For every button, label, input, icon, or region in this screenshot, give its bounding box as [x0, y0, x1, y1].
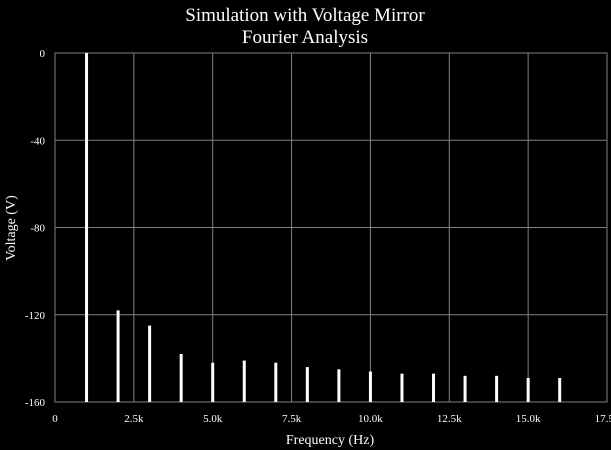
x-tick-label: 5.0k	[203, 413, 223, 425]
plot-frame	[54, 52, 608, 403]
y-tick-label: 0	[40, 48, 46, 60]
y-tick-label: -120	[25, 310, 46, 322]
y-tick-label: -160	[25, 397, 46, 409]
chart-title-line-1: Simulation with Voltage Mirror	[185, 5, 425, 26]
chart-title-line-2: Fourier Analysis	[242, 27, 368, 48]
x-axis-ticks: 0 2.5k 5.0k 7.5k 10.0k 12.5k 15.0k 17.5k	[52, 413, 611, 425]
x-tick-label: 10.0k	[358, 413, 383, 425]
x-tick-label: 7.5k	[282, 413, 302, 425]
y-axis-label: Voltage (V)	[4, 195, 19, 261]
spectrum-bars	[85, 53, 562, 402]
x-tick-label: 17.5k	[595, 413, 611, 425]
grid-lines	[54, 52, 608, 403]
x-tick-label: 15.0k	[516, 413, 541, 425]
y-tick-label: -40	[30, 135, 45, 147]
x-tick-label: 0	[52, 413, 58, 425]
y-tick-label: -80	[30, 223, 45, 235]
y-axis-ticks: 0 -40 -80 -120 -160	[25, 48, 46, 409]
x-tick-label: 2.5k	[124, 413, 144, 425]
x-tick-label: 12.5k	[437, 413, 462, 425]
x-axis-label: Frequency (Hz)	[286, 433, 375, 448]
